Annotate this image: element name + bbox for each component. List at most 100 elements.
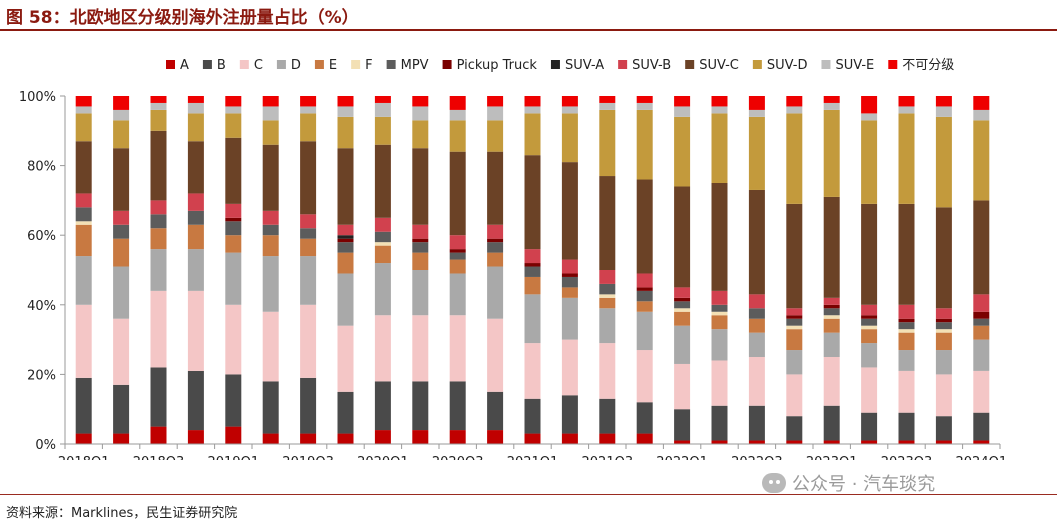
x-tick-label: 2022Q3 bbox=[731, 455, 783, 460]
bar-segment-e bbox=[898, 332, 915, 351]
bar-segment-suv-d bbox=[524, 113, 541, 156]
bar-segment-pickup-truck bbox=[786, 315, 803, 319]
bar-segment-suv-b bbox=[898, 304, 915, 319]
legend-item-a: A bbox=[166, 58, 189, 73]
bar-segment-mpv bbox=[225, 221, 242, 236]
bar-segment-unclassified bbox=[973, 96, 990, 110]
bar-segment-e bbox=[262, 235, 279, 257]
bar-segment-unclassified bbox=[823, 96, 840, 103]
bar-segment-suv-b bbox=[674, 287, 691, 298]
bar-segment-suv-e bbox=[262, 106, 279, 121]
bar-segment-mpv bbox=[711, 304, 728, 312]
bar-segment-e bbox=[561, 287, 578, 298]
bar-segment-c bbox=[374, 315, 391, 382]
legend-item-c: C bbox=[239, 58, 263, 73]
bar-segment-f bbox=[674, 308, 691, 312]
legend-swatch bbox=[550, 60, 560, 69]
bar-segment-e bbox=[75, 224, 92, 257]
bar-segment-suv-d bbox=[711, 113, 728, 183]
bar-segment-f bbox=[786, 325, 803, 330]
bar-segment-suv-a bbox=[337, 235, 354, 239]
bar-segment-suv-e bbox=[524, 106, 541, 114]
bar-segment-suv-c bbox=[337, 148, 354, 225]
bar-segment-a bbox=[636, 433, 653, 444]
bar-segment-e bbox=[187, 224, 204, 250]
bar-segment-mpv bbox=[75, 207, 92, 222]
bar-segment-e bbox=[150, 228, 167, 250]
bar-segment-suv-d bbox=[150, 109, 167, 131]
legend-item-suv-a: SUV-A bbox=[550, 58, 604, 73]
bar-segment-a bbox=[262, 433, 279, 444]
bar-segment-a bbox=[561, 433, 578, 444]
bar-segment-suv-e bbox=[374, 102, 391, 117]
bar-segment-f bbox=[823, 315, 840, 319]
bar-segment-suv-c bbox=[262, 144, 279, 211]
figure-title: 图 58：北欧地区分级别海外注册量占比（%） bbox=[6, 8, 359, 28]
legend-item-e: E bbox=[314, 58, 337, 73]
bar-segment-suv-e bbox=[225, 106, 242, 114]
bar-segment-d bbox=[449, 273, 466, 316]
bar-segment-suv-b bbox=[113, 210, 130, 225]
bar-segment-suv-b bbox=[748, 294, 765, 309]
bar-segment-c bbox=[711, 360, 728, 406]
legend-swatch bbox=[442, 60, 452, 69]
x-tick-label: 2020Q3 bbox=[432, 455, 484, 460]
bar-segment-d bbox=[636, 311, 653, 351]
bar-segment-b bbox=[786, 416, 803, 441]
bar-segment-a bbox=[823, 440, 840, 444]
bar-segment-b bbox=[225, 374, 242, 427]
bar-segment-suv-c bbox=[786, 203, 803, 309]
bar-segment-b bbox=[898, 412, 915, 441]
bar-segment-suv-d bbox=[636, 109, 653, 180]
bar-segment-c bbox=[636, 350, 653, 403]
legend-item-f: F bbox=[351, 58, 373, 73]
bar-segment-b bbox=[449, 381, 466, 431]
bar-segment-suv-c bbox=[113, 148, 130, 211]
bar-segment-suv-b bbox=[487, 224, 504, 239]
bar-segment-c bbox=[75, 304, 92, 378]
legend-label: 不可分级 bbox=[902, 58, 954, 73]
bars-group bbox=[75, 96, 990, 444]
legend-swatch bbox=[821, 60, 831, 69]
bar-segment-d bbox=[75, 256, 92, 305]
bar-segment-d bbox=[374, 263, 391, 316]
x-tick-label: 2020Q1 bbox=[357, 455, 409, 460]
bar-segment-c bbox=[935, 374, 952, 417]
bar-segment-a bbox=[674, 440, 691, 444]
bar-segment-b bbox=[300, 377, 317, 434]
legend-label: Pickup Truck bbox=[457, 58, 538, 73]
bar-segment-unclassified bbox=[599, 96, 616, 103]
bar-segment-unclassified bbox=[786, 96, 803, 107]
bar-segment-suv-d bbox=[449, 120, 466, 152]
bar-segment-suv-c bbox=[935, 207, 952, 309]
bar-segment-pickup-truck bbox=[524, 263, 541, 267]
bar-stack-2023Q2 bbox=[861, 96, 878, 444]
bar-segment-suv-e bbox=[599, 102, 616, 110]
legend-label: SUV-A bbox=[565, 58, 604, 73]
bar-segment-unclassified bbox=[636, 96, 653, 103]
bar-segment-pickup-truck bbox=[225, 217, 242, 222]
bar-segment-a bbox=[300, 433, 317, 444]
bar-segment-a bbox=[599, 433, 616, 444]
bar-segment-f bbox=[75, 221, 92, 225]
bar-segment-d bbox=[225, 252, 242, 305]
title-rule bbox=[0, 29, 1057, 31]
legend-swatch bbox=[166, 60, 175, 69]
bar-segment-e bbox=[973, 325, 990, 340]
bar-segment-a bbox=[487, 430, 504, 444]
bar-segment-b bbox=[487, 391, 504, 431]
legend-label: F bbox=[365, 58, 372, 73]
bar-segment-f bbox=[711, 311, 728, 316]
bar-segment-suv-b bbox=[225, 203, 242, 218]
bar-segment-suv-d bbox=[786, 113, 803, 204]
bar-segment-unclassified bbox=[711, 96, 728, 107]
bar-segment-c bbox=[449, 315, 466, 382]
bar-segment-pickup-truck bbox=[337, 238, 354, 243]
legend-swatch bbox=[685, 60, 695, 69]
x-tick-label: 2018Q1 bbox=[58, 455, 110, 460]
bar-segment-a bbox=[898, 440, 915, 444]
legend-item-suv-e: SUV-E bbox=[821, 58, 874, 73]
bar-segment-b bbox=[861, 412, 878, 441]
bar-segment-pickup-truck bbox=[823, 304, 840, 309]
bar-segment-suv-e bbox=[748, 109, 765, 117]
